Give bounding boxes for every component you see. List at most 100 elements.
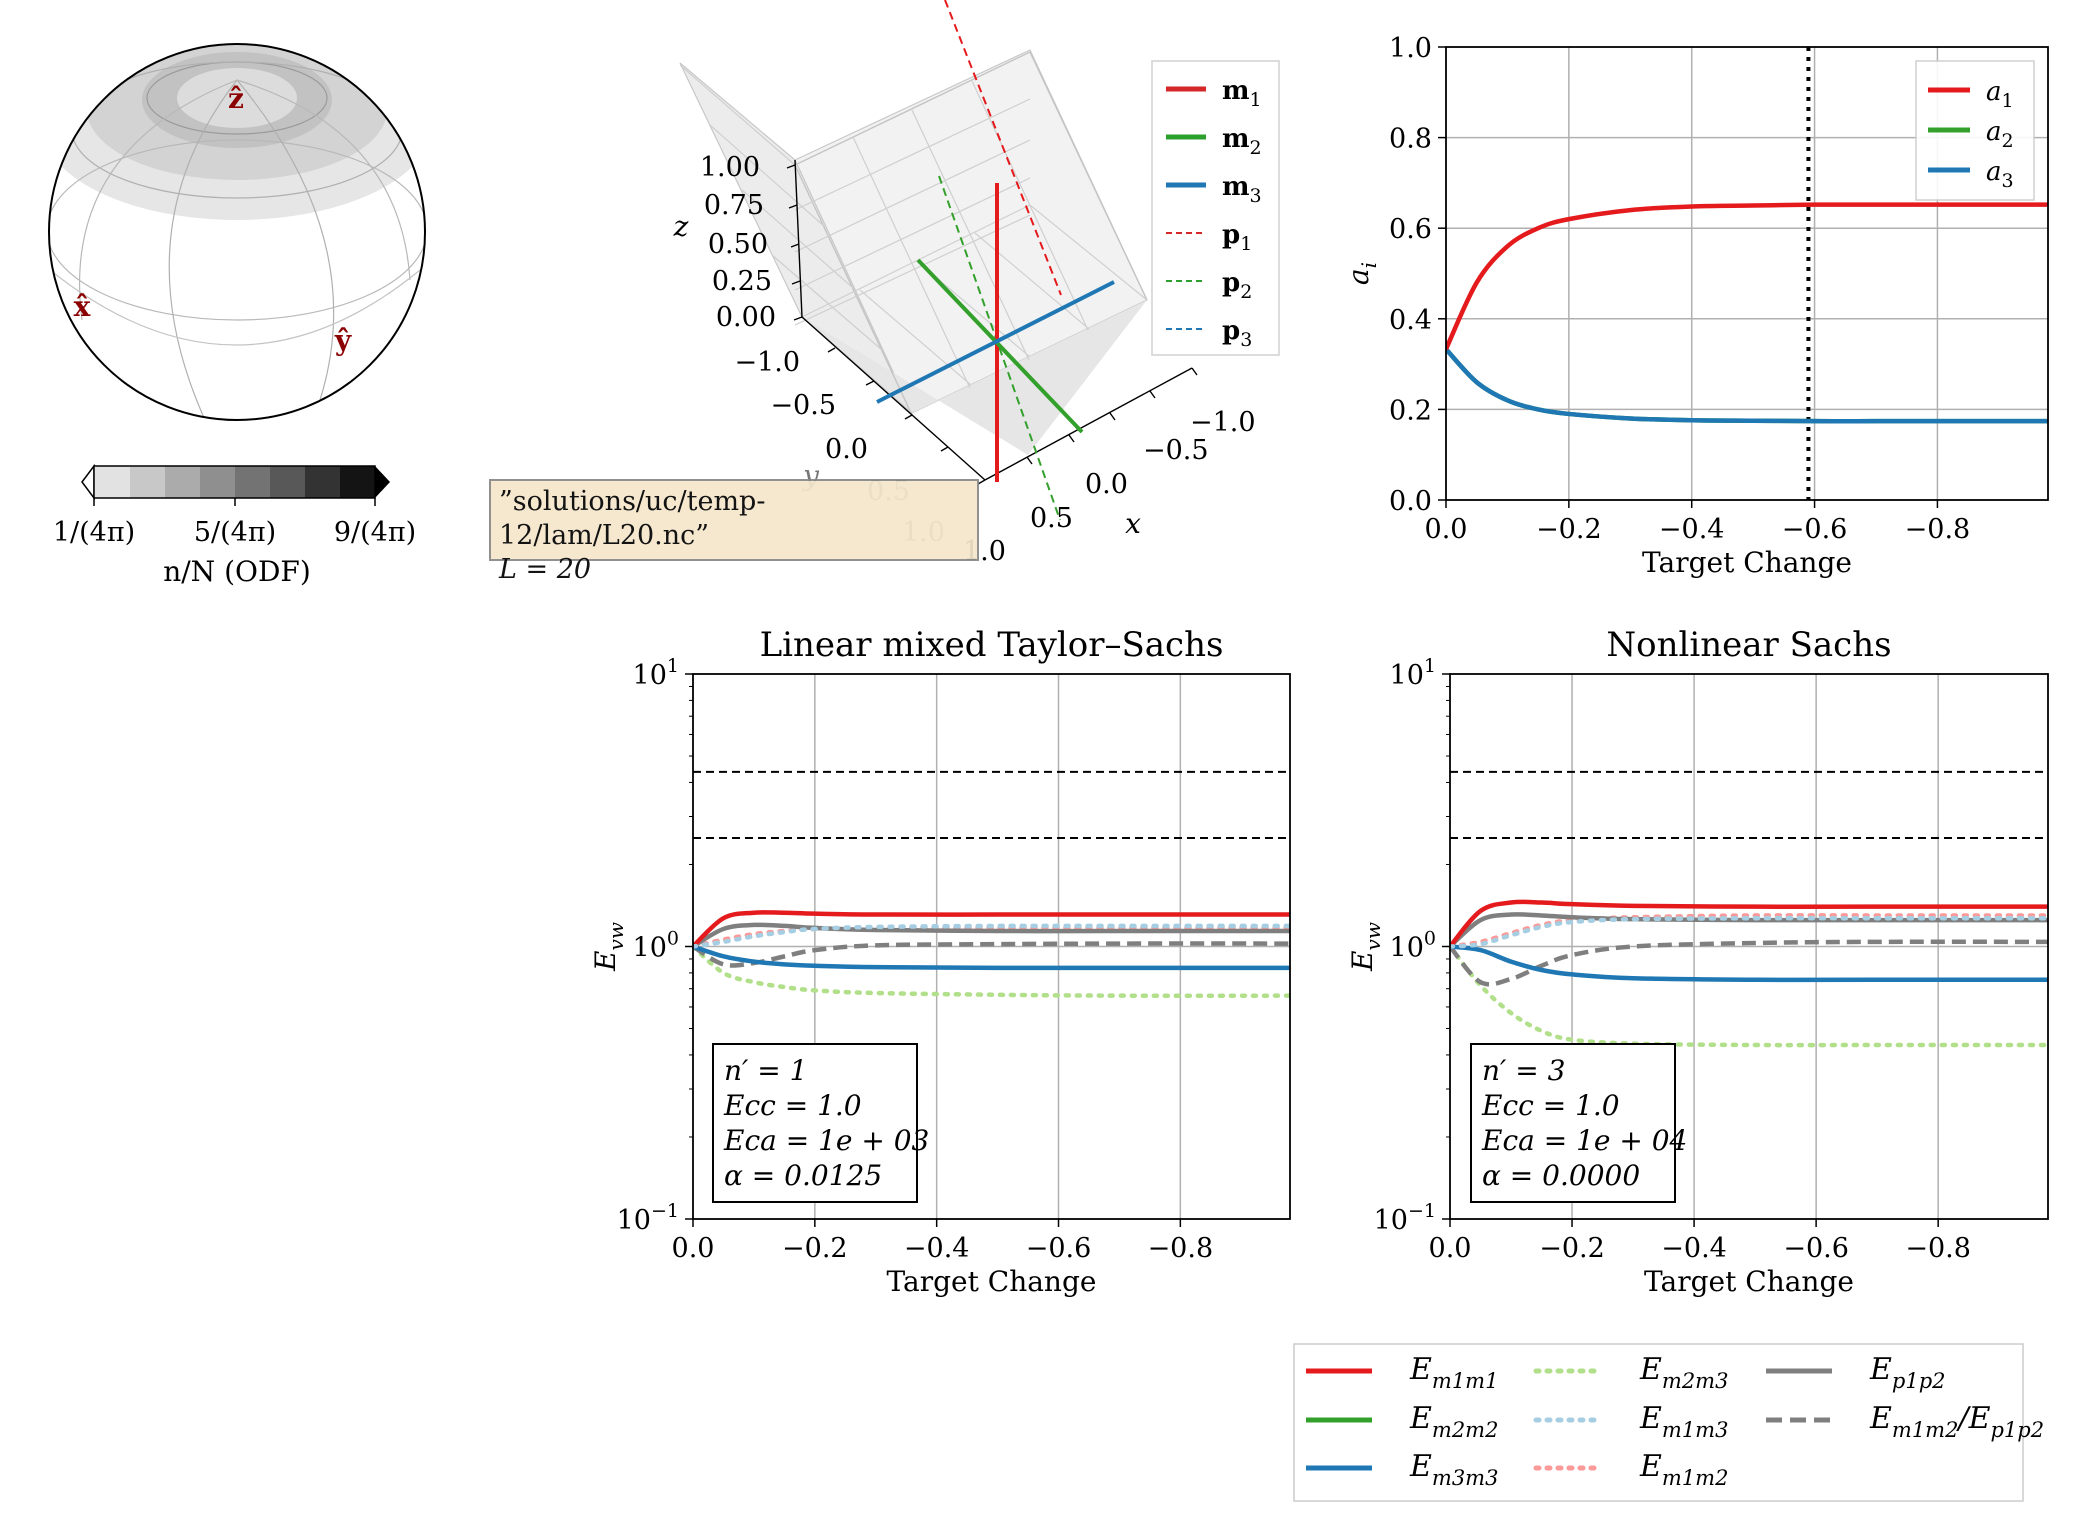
x-axis-label: x	[1125, 507, 1141, 540]
legend3d-label: m3	[1222, 172, 1262, 207]
x-tick-label: −0.8	[1148, 1233, 1214, 1264]
x-tick-label: −0.4	[904, 1233, 970, 1264]
series-Ep1p2	[693, 922, 1290, 949]
series-Em1m3	[1450, 915, 2048, 949]
x-axis-label: Target Change	[887, 1265, 1097, 1298]
axis-label-x: x̂	[74, 290, 91, 323]
series-Em1m2/Ep1p2	[1450, 939, 2048, 987]
x-tick-4: 0.5	[1030, 503, 1073, 534]
series-Em1m3	[693, 923, 1290, 949]
colorbar-label: n/N (ODF)	[163, 555, 311, 588]
series-Em2m3	[693, 944, 1290, 998]
legend-label: Em1m1	[1409, 1352, 1498, 1393]
x-tick-label: −0.6	[1782, 514, 1848, 545]
nonlinear-param-eca: Eca = 1e + 04	[1482, 1124, 1688, 1157]
y-tick-label: 0.8	[1389, 124, 1432, 155]
z-tick-1: 1.00	[700, 152, 760, 183]
y-tick-label: 10−1	[1374, 1200, 1436, 1236]
legend3d-label: p2	[1222, 268, 1252, 303]
x-tick-label: −0.4	[1661, 1233, 1727, 1264]
x-tick-label: −0.2	[1536, 514, 1602, 545]
y-axis-label: Evw	[1346, 922, 1385, 972]
x-tick-label: 0.0	[1425, 514, 1468, 545]
axes-frame	[1449, 673, 2049, 1220]
legend-label: Em3m3	[1409, 1449, 1498, 1490]
info-box: ”solutions/uc/temp-12/lam/L20.nc” L = 20	[489, 479, 979, 585]
odf-sphere: ẑ x̂ ŷ	[48, 43, 426, 421]
x-axis-label: Target Change	[1644, 1265, 1854, 1298]
odf-band-4	[177, 68, 297, 128]
linear-param-eca: Eca = 1e + 03	[724, 1124, 930, 1157]
plot-area	[1446, 47, 2048, 500]
nonlinear-param-ecc: Ecc = 1.0	[1482, 1089, 1620, 1122]
nonlinear-param-alpha: α = 0.0000	[1482, 1159, 1641, 1192]
series-Em1m1	[1450, 899, 2048, 948]
eig-legend-label: a1	[1986, 77, 2014, 112]
linear-param-alpha: α = 0.0125	[724, 1159, 883, 1192]
y-tick-1: −1.0	[734, 347, 800, 378]
m3-line	[876, 280, 1115, 404]
z-tick-5: 0.00	[716, 302, 776, 333]
y-axis-label: Evw	[589, 922, 628, 972]
linear-chart: 0.0 −0.2 −0.4 −0.6 −0.8 10−1 100 101 Target Chan…	[589, 625, 1291, 1298]
info-L: L = 20	[499, 554, 592, 585]
bottom-legend: Em1m1 Em2m2 Em3m3 Em2m3 Em1m3 Em1m2 Ep1p2 Em1m2…	[1293, 1343, 2044, 1502]
chart-title: Nonlinear Sachs	[1606, 625, 1891, 665]
legend3d-label: m1	[1222, 76, 1262, 111]
legend3d-label: p1	[1222, 220, 1252, 255]
y-tick-3: 0.0	[825, 434, 868, 465]
legend-label: Em2m3	[1639, 1352, 1728, 1393]
z-axis-label: z	[673, 210, 689, 243]
plot-area	[1450, 770, 2048, 1048]
legend3d-label: p3	[1222, 316, 1252, 351]
y-tick-label: 10−1	[617, 1200, 679, 1236]
linear-param-ecc: Ecc = 1.0	[724, 1089, 862, 1122]
series-Em3m3	[693, 944, 1290, 971]
legend-label: Em1m2	[1639, 1449, 1728, 1490]
series-a3	[1446, 347, 2048, 424]
x-tick-label: −0.2	[782, 1233, 848, 1264]
info-file: ”solutions/uc/temp-12/lam/L20.nc”	[499, 486, 766, 551]
x-tick-label: −0.6	[1026, 1233, 1092, 1264]
axes-3d: 1.00 0.75 0.50 0.25 0.00 z −1.0 −0.5 0.0…	[673, 0, 1256, 567]
x-tick-label: −0.8	[1905, 1233, 1971, 1264]
legend3d-label: m2	[1222, 124, 1262, 159]
legend-label: Em2m2	[1409, 1401, 1498, 1442]
y-tick-label: 0.4	[1389, 305, 1432, 336]
m2-line	[916, 258, 1084, 434]
linear-param-n: n′ = 1	[724, 1054, 808, 1087]
legend-label: Em1m3	[1639, 1401, 1728, 1442]
eig-legend-label: a3	[1986, 157, 2014, 192]
colorbar-tick-1: 1/(4π)	[53, 517, 135, 548]
axes-frame	[1445, 46, 2049, 501]
colorbar: 1/(4π) 5/(4π) 9/(4π) n/N (ODF)	[53, 463, 416, 588]
x-tick-1: −1.0	[1190, 407, 1256, 438]
legend-label: Em1m2/Ep1p2	[1869, 1401, 2044, 1442]
y-tick-label: 0.0	[1389, 486, 1432, 517]
nonlinear-param-n: n′ = 3	[1482, 1054, 1566, 1087]
x-tick-3: 0.0	[1085, 469, 1128, 500]
y-tick-label: 101	[1390, 655, 1436, 691]
x-tick-label: −0.4	[1659, 514, 1725, 545]
x-tick-2: −0.5	[1143, 435, 1209, 466]
series-a1	[1446, 202, 2048, 351]
y-tick-label: 1.0	[1389, 33, 1432, 64]
chart-title: Linear mixed Taylor–Sachs	[760, 625, 1224, 665]
z-tick-3: 0.50	[708, 229, 768, 260]
eigenvalue-chart: 0.0 −0.2 −0.4 −0.6 −0.8 0.0 0.2 0.4 0.6 0.8 1.0 Tar…	[1342, 33, 2049, 579]
axis-label-z: ẑ	[228, 82, 244, 115]
series-Em3m3	[1450, 944, 2048, 983]
z-tick-2: 0.75	[704, 190, 764, 221]
x-tick-label: −0.6	[1783, 1233, 1849, 1264]
series-Em2m3	[1450, 944, 2048, 1048]
colorbar-tick-2: 5/(4π)	[194, 517, 276, 548]
colorbar-tick-3: 9/(4π)	[334, 517, 416, 548]
x-tick-label: 0.0	[672, 1233, 715, 1264]
eig-legend-label: a2	[1986, 117, 2014, 152]
linear-params-box: n′ = 1 Ecc = 1.0 Eca = 1e + 03 α = 0.012…	[712, 1043, 930, 1203]
y-tick-label: 0.6	[1389, 214, 1432, 245]
legend-label: Ep1p2	[1869, 1352, 1946, 1393]
x-tick-label: −0.8	[1905, 514, 1971, 545]
x-tick-label: −0.2	[1539, 1233, 1605, 1264]
